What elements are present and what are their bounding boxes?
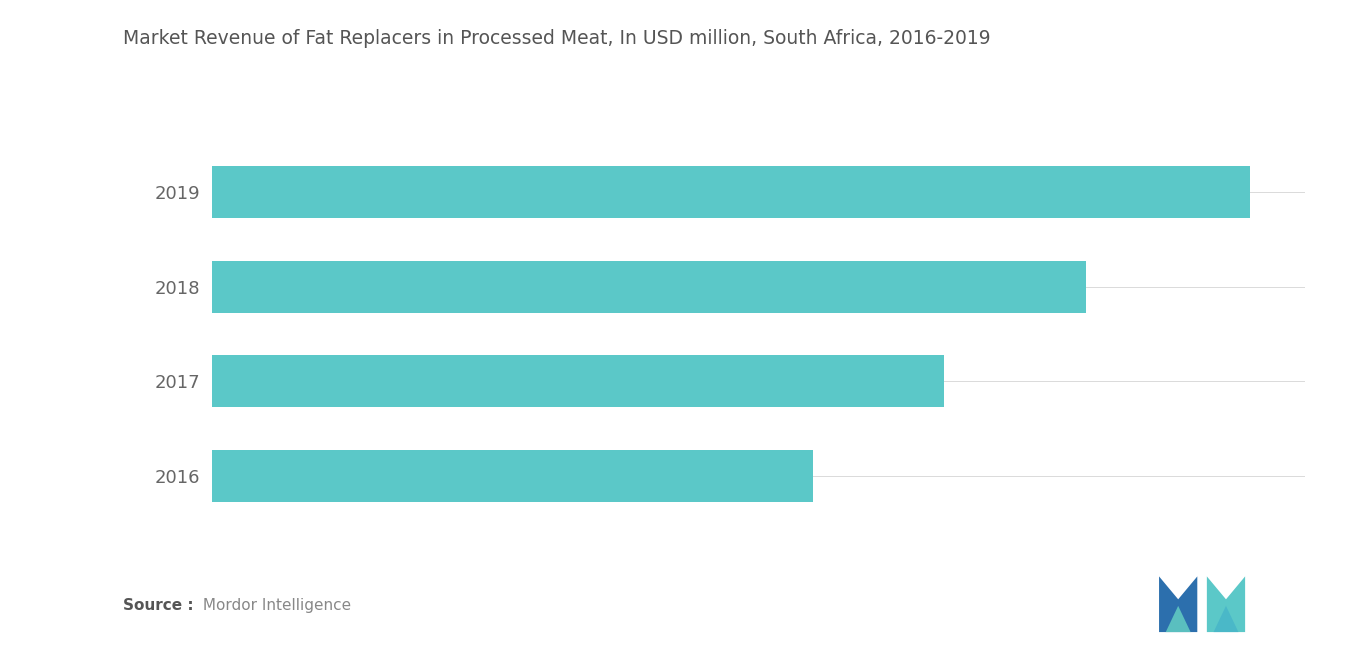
Polygon shape xyxy=(1165,606,1191,632)
Bar xyxy=(212,450,813,502)
Polygon shape xyxy=(1208,576,1246,632)
Bar xyxy=(212,166,1250,218)
Text: Source :: Source : xyxy=(123,599,194,613)
Text: Market Revenue of Fat Replacers in Processed Meat, In USD million, South Africa,: Market Revenue of Fat Replacers in Proce… xyxy=(123,29,990,48)
Polygon shape xyxy=(1213,606,1239,632)
Polygon shape xyxy=(1158,576,1197,632)
Bar xyxy=(212,355,944,407)
Bar xyxy=(212,261,1086,313)
Text: Mordor Intelligence: Mordor Intelligence xyxy=(198,599,351,613)
